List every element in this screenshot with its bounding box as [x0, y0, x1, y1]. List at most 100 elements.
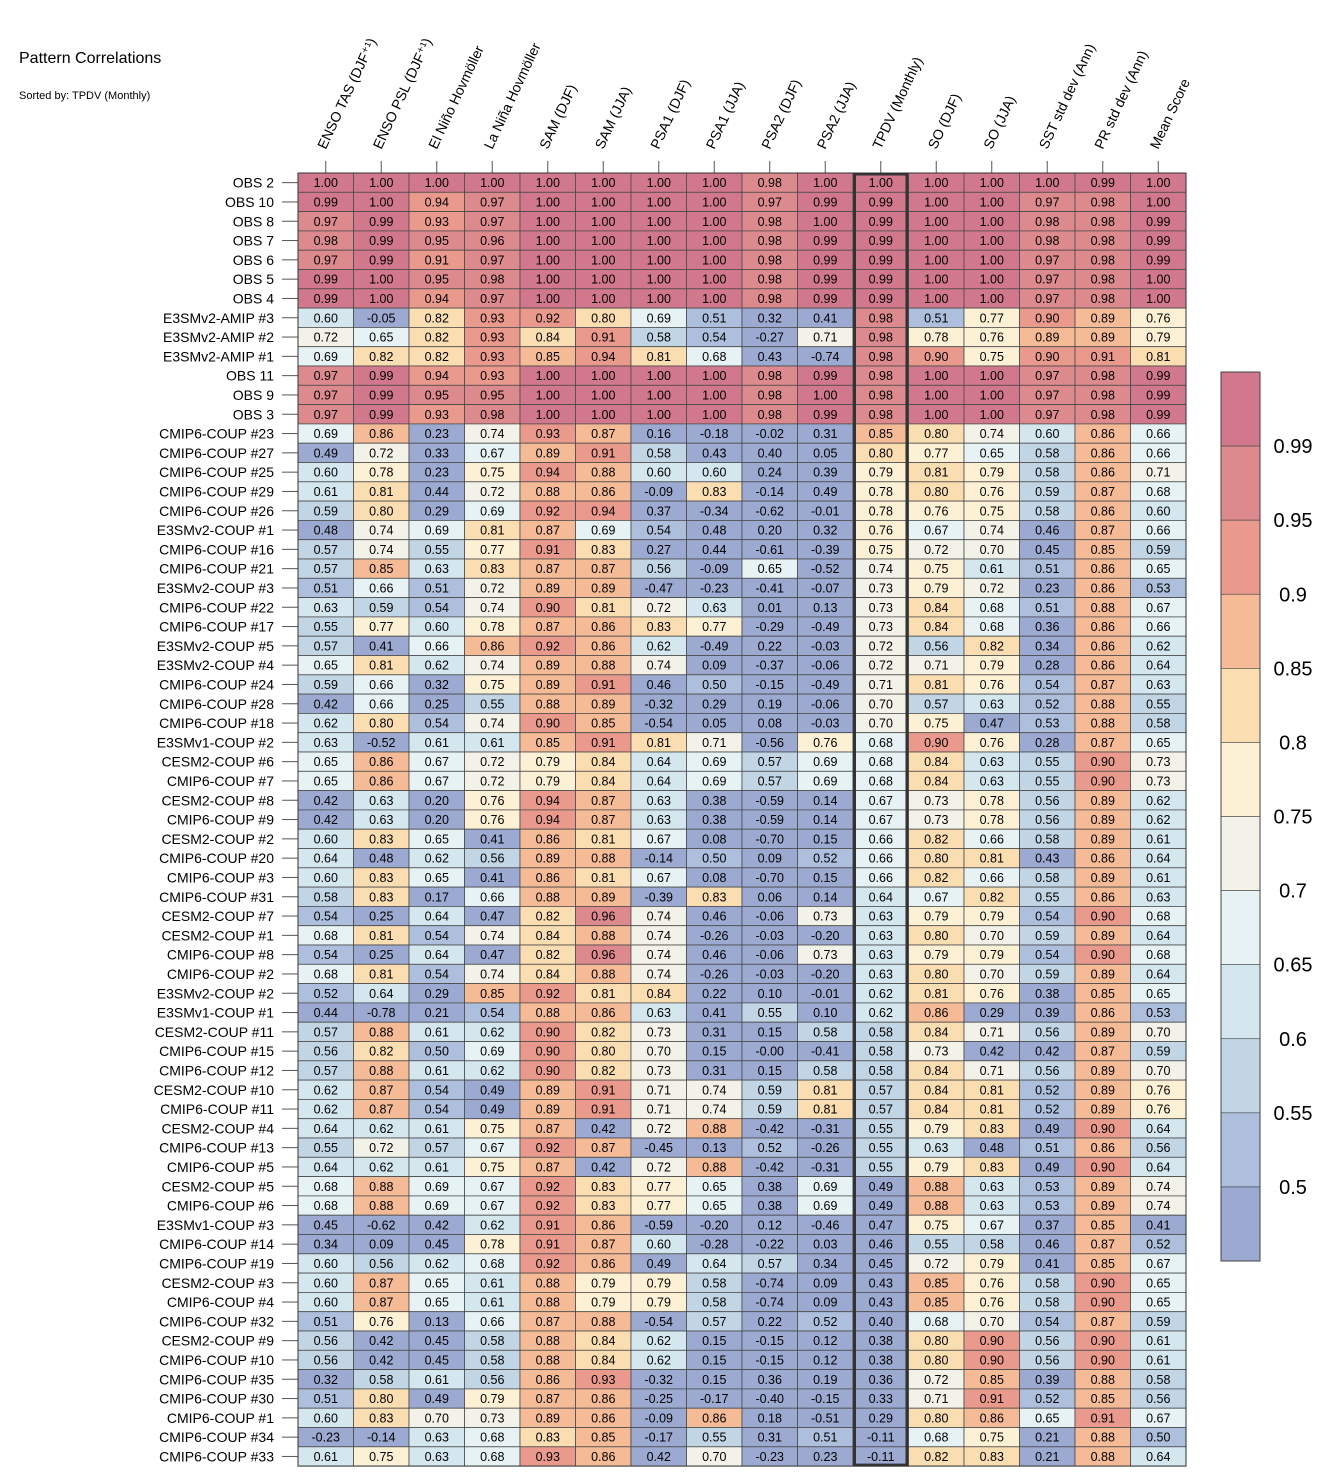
cell-value-label: 0.97: [480, 215, 504, 229]
cell-value-label: 0.85: [924, 1276, 948, 1290]
colorbar-tick-label: 0.55: [1274, 1103, 1313, 1125]
cell-value-label: 0.98: [758, 388, 782, 402]
cell-value-label: 0.85: [1091, 1218, 1115, 1232]
cell-value-label: 0.92: [536, 1199, 560, 1213]
cell-value-label: 0.34: [314, 1238, 338, 1252]
cell-value-label: 0.51: [813, 1431, 837, 1445]
cell-value-label: 0.29: [702, 697, 726, 711]
cell-value-label: 1.00: [980, 292, 1004, 306]
cell-value-label: 0.78: [869, 504, 893, 518]
cell-value-label: 0.99: [1146, 215, 1170, 229]
cell-value-label: 0.67: [425, 755, 449, 769]
cell-value-label: 0.48: [314, 524, 338, 538]
cell-value-label: 1.00: [369, 195, 393, 209]
row-label: CMIP6-COUP #8: [167, 947, 274, 963]
cell-value-label: 0.68: [1146, 910, 1170, 924]
cell-value-label: 0.86: [1091, 504, 1115, 518]
row-label: CMIP6-COUP #30: [159, 1391, 274, 1407]
cell-value-label: 0.63: [647, 1006, 671, 1020]
cell-value-label: 0.55: [924, 1238, 948, 1252]
cell-value-label: 0.97: [1035, 369, 1059, 383]
cell-value-label: 0.52: [813, 1315, 837, 1329]
cell-value-label: 0.58: [480, 1353, 504, 1367]
cell-value-label: 0.15: [813, 832, 837, 846]
cell-value-label: -0.23: [756, 1450, 785, 1464]
colorbar-tick-label: 0.8: [1279, 732, 1307, 754]
cell-value-label: 0.87: [369, 1296, 393, 1310]
cell-value-label: 0.54: [425, 601, 449, 615]
cell-value-label: 0.76: [480, 813, 504, 827]
cell-value-label: 0.81: [980, 1103, 1004, 1117]
cell-value-label: 0.32: [425, 678, 449, 692]
cell-value-label: 0.85: [591, 717, 615, 731]
colorbar-tick-label: 0.65: [1274, 955, 1313, 977]
cell-value-label: 0.98: [1091, 215, 1115, 229]
cell-value-label: 0.41: [813, 311, 837, 325]
row-label: CMIP6-COUP #16: [159, 541, 274, 557]
cell-value-label: 0.32: [758, 311, 782, 325]
cell-value-label: 0.84: [924, 1064, 948, 1078]
cell-value-label: 0.87: [1091, 524, 1115, 538]
cell-value-label: 1.00: [869, 176, 893, 190]
colorbar-bin: [1220, 668, 1261, 743]
cell-value-label: 0.69: [647, 311, 671, 325]
cell-value-label: 0.62: [314, 1083, 338, 1097]
cell-value-label: 0.76: [980, 331, 1004, 345]
cell-value-label: 0.64: [1146, 852, 1170, 866]
cell-value-label: 1.00: [591, 195, 615, 209]
row-label: CESM2-COUP #8: [161, 792, 274, 808]
row-label: CMIP6-COUP #19: [159, 1255, 274, 1271]
cell-value-label: 0.37: [647, 504, 671, 518]
cell-value-label: 0.93: [591, 1373, 615, 1387]
cell-value-label: 0.63: [647, 794, 671, 808]
cell-value-label: 0.58: [1035, 1276, 1059, 1290]
cell-value-label: 0.90: [1091, 774, 1115, 788]
cell-value-label: 1.00: [702, 292, 726, 306]
cell-value-label: 0.15: [702, 1373, 726, 1387]
cell-value-label: -0.74: [811, 350, 840, 364]
cell-value-label: 0.33: [869, 1392, 893, 1406]
cell-value-label: 0.29: [425, 504, 449, 518]
row-label: CMIP6-COUP #35: [159, 1371, 274, 1387]
cell-value-label: 0.74: [980, 524, 1004, 538]
cell-value-label: 0.97: [758, 195, 782, 209]
cell-value-label: 0.98: [758, 408, 782, 422]
cell-value-label: -0.54: [645, 1315, 674, 1329]
cell-value-label: 0.68: [869, 774, 893, 788]
cell-value-label: 0.76: [480, 794, 504, 808]
column-header: PSA2 (JJA): [813, 79, 858, 151]
cell-value-label: 0.56: [1035, 813, 1059, 827]
row-label: CESM2-COUP #4: [161, 1120, 274, 1136]
cell-value-label: 1.00: [702, 195, 726, 209]
column-header: PSA1 (DJF): [647, 77, 693, 151]
cell-value-label: 0.69: [702, 774, 726, 788]
cell-value-label: 1.00: [591, 253, 615, 267]
cell-value-label: 0.89: [1091, 1064, 1115, 1078]
cell-value-label: 0.29: [869, 1411, 893, 1425]
cell-value-label: 0.58: [369, 1373, 393, 1387]
cell-value-label: 0.70: [1146, 1025, 1170, 1039]
cell-value-label: 0.99: [813, 195, 837, 209]
cell-value-label: 0.98: [869, 331, 893, 345]
cell-value-label: 0.62: [425, 659, 449, 673]
cell-value-label: 0.92: [536, 504, 560, 518]
heatmap-cells: 1.00 1.00 1.00 1.00 1.00 1.00 1.00 1.00 0.98 1.00…: [297, 172, 1187, 1467]
cell-value-label: 0.59: [1035, 485, 1059, 499]
cell-value-label: 0.87: [369, 1276, 393, 1290]
cell-value-label: 0.81: [591, 871, 615, 885]
cell-value-label: 0.60: [314, 1276, 338, 1290]
cell-value-label: 0.20: [758, 524, 782, 538]
cell-value-label: 0.99: [369, 234, 393, 248]
cell-value-label: 0.92: [536, 1141, 560, 1155]
cell-value-label: 0.55: [869, 1122, 893, 1136]
row-label: CMIP6-COUP #15: [159, 1043, 274, 1059]
cell-value-label: -0.59: [645, 1218, 674, 1232]
cell-value-label: 0.91: [536, 543, 560, 557]
cell-value-label: 0.89: [591, 581, 615, 595]
cell-value-label: 0.85: [1091, 1257, 1115, 1271]
cell-value-label: 0.78: [869, 485, 893, 499]
cell-value-label: 0.87: [369, 1083, 393, 1097]
cell-value-label: 0.67: [480, 1199, 504, 1213]
cell-value-label: 0.60: [1035, 427, 1059, 441]
cell-value-label: 0.41: [369, 639, 393, 653]
